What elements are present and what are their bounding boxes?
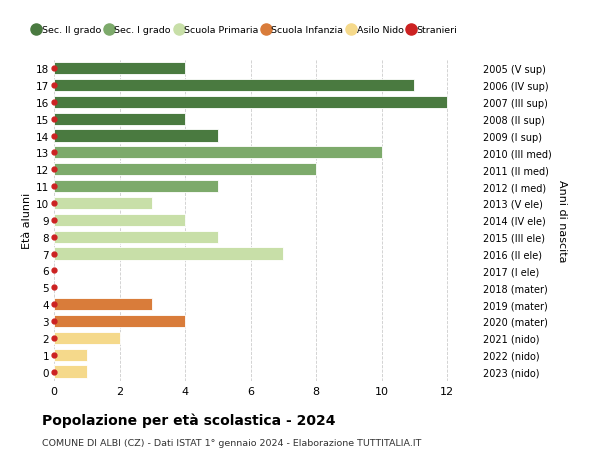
Bar [54, 147, 382, 159]
Bar [54, 181, 218, 193]
Bar [54, 214, 185, 226]
Bar [54, 130, 218, 142]
Bar [54, 248, 283, 260]
Y-axis label: Anni di nascita: Anni di nascita [557, 179, 567, 262]
Bar [54, 332, 119, 344]
Bar [54, 164, 316, 176]
Bar [54, 96, 447, 109]
Bar [54, 80, 415, 92]
Legend: Sec. II grado, Sec. I grado, Scuola Primaria, Scuola Infanzia, Asilo Nido, Stran: Sec. II grado, Sec. I grado, Scuola Prim… [30, 22, 461, 39]
Bar [54, 366, 87, 378]
Y-axis label: Età alunni: Età alunni [22, 192, 32, 248]
Bar [54, 63, 185, 75]
Bar [54, 113, 185, 125]
Bar [54, 315, 185, 327]
Bar [54, 231, 218, 243]
Text: Popolazione per età scolastica - 2024: Popolazione per età scolastica - 2024 [42, 413, 335, 428]
Text: COMUNE DI ALBI (CZ) - Dati ISTAT 1° gennaio 2024 - Elaborazione TUTTITALIA.IT: COMUNE DI ALBI (CZ) - Dati ISTAT 1° genn… [42, 438, 421, 448]
Bar [54, 197, 152, 210]
Bar [54, 349, 87, 361]
Bar [54, 298, 152, 310]
